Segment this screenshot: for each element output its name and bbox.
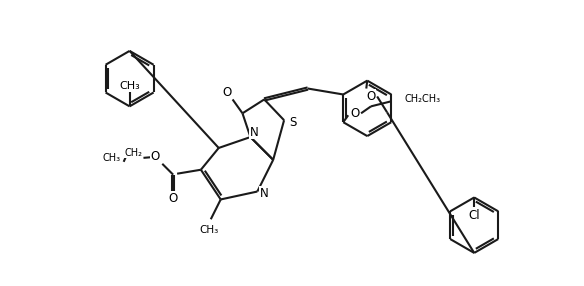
Text: S: S	[289, 116, 297, 129]
Text: O: O	[367, 90, 376, 103]
Text: CH₃: CH₃	[103, 153, 121, 163]
Text: Cl: Cl	[468, 209, 480, 222]
Text: O: O	[222, 86, 231, 99]
Text: CH₂CH₃: CH₂CH₃	[405, 94, 441, 104]
Text: CH₂: CH₂	[124, 148, 142, 158]
Text: CH₃: CH₃	[199, 225, 218, 235]
Text: O: O	[169, 192, 178, 205]
Text: O: O	[151, 150, 160, 163]
Text: N: N	[250, 126, 259, 139]
Text: N: N	[260, 187, 269, 200]
Text: O: O	[350, 107, 360, 120]
Text: CH₃: CH₃	[119, 81, 140, 91]
